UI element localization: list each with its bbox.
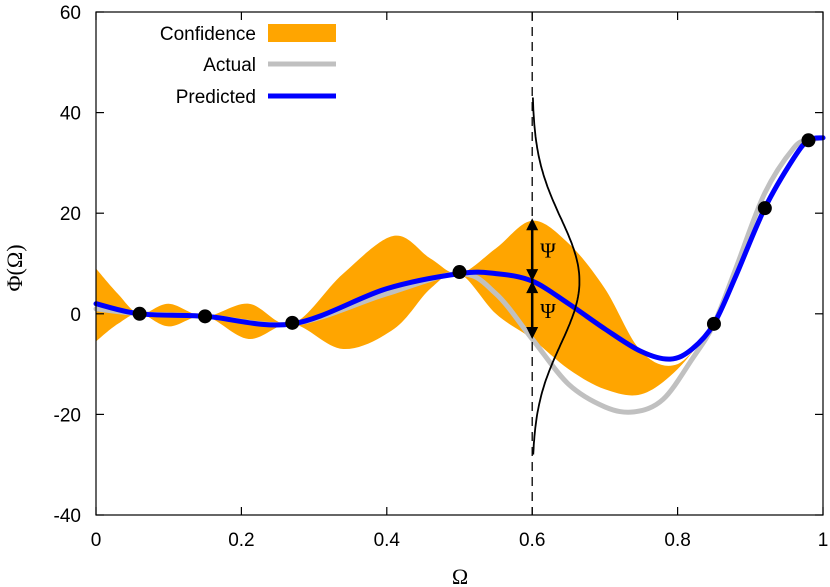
y-tick-label: 40 xyxy=(60,104,81,125)
psi-arrowhead-down xyxy=(526,326,539,339)
y-tick-label: 0 xyxy=(70,305,81,326)
observation-point xyxy=(452,265,467,280)
plot-frame xyxy=(95,11,824,516)
psi-arrowhead-center-down xyxy=(526,281,539,294)
legend-swatch-confidence xyxy=(268,24,336,42)
legend-label-predicted: Predicted xyxy=(176,87,256,108)
x-tick-label: 0.6 xyxy=(519,530,545,551)
gaussian-curve xyxy=(532,97,581,455)
observation-point xyxy=(706,316,721,331)
x-axis-title: Ω xyxy=(452,564,468,587)
y-tick-label: 60 xyxy=(60,3,81,24)
y-tick-label: -40 xyxy=(54,506,81,527)
y-tick-label: 20 xyxy=(60,204,81,225)
legend-label-confidence: Confidence xyxy=(160,24,256,45)
legend-label-actual: Actual xyxy=(203,55,256,76)
x-tick-label: 0.8 xyxy=(664,530,690,551)
y-tick-label: -20 xyxy=(54,405,81,426)
legend: Confidence Actual Predicted xyxy=(160,24,336,108)
psi-arrowhead-up xyxy=(526,218,539,231)
observation-point xyxy=(198,309,213,324)
tick-layer: 0 0.2 0.4 0.6 0.8 1 -40 -20 0 20 40 60 xyxy=(54,3,829,551)
observation-point xyxy=(801,133,816,148)
x-tick-label: 1 xyxy=(818,530,829,551)
observation-point xyxy=(285,315,300,330)
observation-point xyxy=(132,306,147,321)
y-axis-title: Φ(Ω) xyxy=(2,244,27,291)
confidence-band xyxy=(96,220,714,396)
psi-arrowhead-center-up xyxy=(526,269,539,282)
confidence-band-layer xyxy=(96,220,714,396)
x-tick-label: 0 xyxy=(91,530,102,551)
observation-layer xyxy=(132,133,816,331)
x-tick-label: 0.4 xyxy=(374,530,401,551)
psi-label-lower: Ψ xyxy=(540,299,556,323)
observation-point xyxy=(757,201,772,216)
psi-label-upper: Ψ xyxy=(540,239,556,263)
annotation-layer: ΨΨ xyxy=(526,12,581,515)
x-tick-label: 0.2 xyxy=(228,530,254,551)
